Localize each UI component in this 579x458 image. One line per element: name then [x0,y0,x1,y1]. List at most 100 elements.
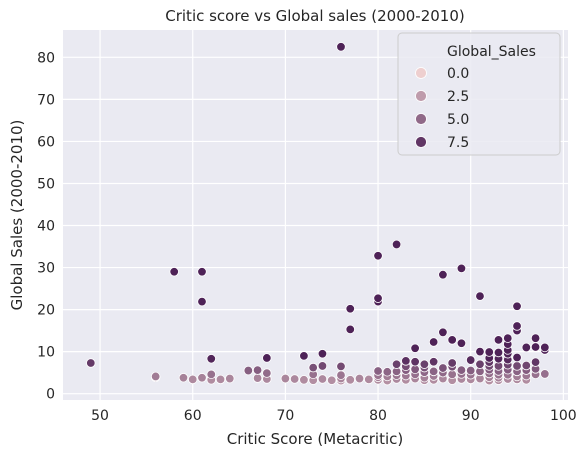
data-point [327,375,337,385]
data-point [197,267,207,277]
data-point [225,373,235,384]
data-point [289,374,300,384]
data-point [86,358,96,368]
data-point [512,361,522,371]
y-tick-label: 60 [37,134,55,150]
x-tick-label: 50 [91,408,109,424]
data-point [521,342,532,353]
data-point [484,347,494,357]
data-point [428,366,439,377]
data-point [540,369,550,379]
data-point [512,352,522,363]
data-point [493,347,504,358]
data-point [178,373,189,383]
data-point [475,291,485,301]
data-point [466,365,476,376]
data-point [197,373,207,383]
data-point [438,363,448,373]
data-point [252,373,263,383]
y-tick-label: 50 [37,176,55,192]
x-tick-label: 80 [369,408,387,424]
data-point [215,374,226,385]
y-tick-label: 10 [37,345,55,361]
legend-label: 0.0 [447,66,469,82]
data-point [475,359,485,369]
data-point [197,296,207,307]
y-tick-label: 80 [37,50,55,66]
data-point [410,357,420,367]
data-point [262,353,272,363]
data-point [456,365,467,375]
legend-title: Global_Sales [447,44,536,60]
data-point [447,358,457,368]
data-point [373,366,383,376]
x-axis-ticks: 50 60 70 80 90 100 [91,408,577,424]
data-point [456,263,467,274]
data-point [364,374,374,385]
data-point [373,251,383,261]
y-tick-label: 0 [46,387,55,403]
data-point [391,239,402,250]
data-point [262,368,272,378]
data-point [456,338,467,348]
legend-marker [415,67,427,79]
legend-label: 2.5 [447,89,469,105]
legend: Global_Sales 0.0 2.5 5.0 7.5 [397,32,561,156]
x-tick-label: 70 [276,408,294,424]
data-point [438,270,448,280]
data-point [493,335,504,345]
legend-box [397,32,561,156]
data-point [512,321,522,331]
y-axis-ticks: 0 10 20 30 40 50 60 70 80 [37,50,55,402]
data-point [206,354,216,364]
data-point [317,349,328,359]
data-point [345,304,355,314]
data-point [299,351,309,361]
legend-marker [415,113,427,125]
data-point [345,324,355,335]
data-point [373,293,383,303]
y-tick-label: 40 [37,219,55,235]
data-point [317,374,328,384]
y-tick-label: 30 [37,261,55,277]
data-point [382,367,393,377]
data-point [169,267,179,277]
y-tick-label: 20 [37,303,55,319]
data-point [299,375,309,385]
data-point [428,357,439,367]
data-point [419,359,430,369]
x-tick-label: 100 [550,408,577,424]
data-point [308,362,318,373]
y-axis-label: Global Sales (2000-2010) [8,120,26,311]
data-point [206,369,216,380]
data-point [150,371,161,382]
x-axis-label: Critic Score (Metacritic) [227,430,403,448]
data-point [530,342,541,352]
data-point [336,42,346,52]
x-tick-label: 60 [184,408,202,424]
y-tick-label: 70 [37,92,55,108]
data-point [475,346,485,357]
legend-entries: 0.0 2.5 5.0 7.5 [415,66,469,151]
data-point [438,327,448,338]
data-point [345,375,355,385]
legend-marker [415,136,427,148]
data-point [317,361,328,371]
data-point [354,373,365,384]
data-point [391,359,402,369]
data-point [503,333,513,343]
legend-marker [415,90,427,102]
data-point [401,356,411,366]
data-point [336,370,346,380]
data-point [280,373,291,384]
legend-label: 5.0 [447,112,469,128]
data-points [86,42,550,386]
data-point [410,343,420,353]
data-point [540,342,550,353]
data-point [530,333,541,343]
data-point [243,365,254,376]
data-point [530,357,541,367]
x-tick-label: 90 [462,408,480,424]
data-point [512,301,522,311]
